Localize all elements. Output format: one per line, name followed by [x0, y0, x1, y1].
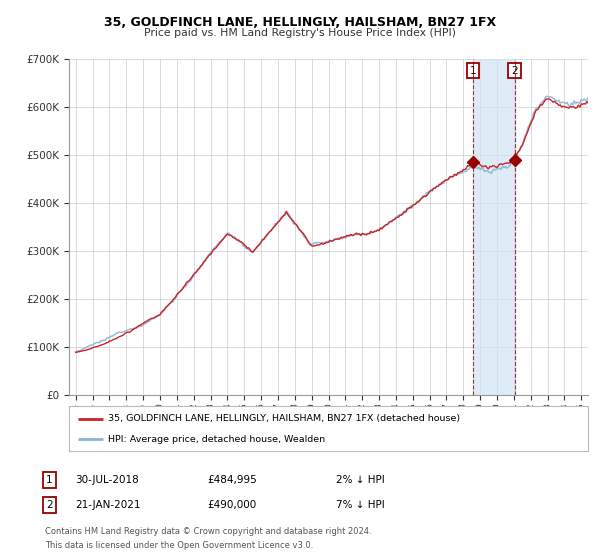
Text: 35, GOLDFINCH LANE, HELLINGLY, HAILSHAM, BN27 1FX (detached house): 35, GOLDFINCH LANE, HELLINGLY, HAILSHAM,…	[108, 414, 460, 423]
Text: 7% ↓ HPI: 7% ↓ HPI	[336, 500, 385, 510]
Text: Contains HM Land Registry data © Crown copyright and database right 2024.: Contains HM Land Registry data © Crown c…	[45, 527, 371, 536]
Text: 35, GOLDFINCH LANE, HELLINGLY, HAILSHAM, BN27 1FX: 35, GOLDFINCH LANE, HELLINGLY, HAILSHAM,…	[104, 16, 496, 29]
Bar	[473, 59, 515, 395]
Text: 21-JAN-2021: 21-JAN-2021	[75, 500, 140, 510]
Text: £490,000: £490,000	[207, 500, 256, 510]
Text: £484,995: £484,995	[207, 475, 257, 485]
Text: 2: 2	[46, 500, 53, 510]
Text: 1: 1	[46, 475, 53, 485]
Text: HPI: Average price, detached house, Wealden: HPI: Average price, detached house, Weal…	[108, 435, 325, 444]
Text: Price paid vs. HM Land Registry's House Price Index (HPI): Price paid vs. HM Land Registry's House …	[144, 28, 456, 38]
Text: 2: 2	[511, 66, 518, 76]
Text: 2% ↓ HPI: 2% ↓ HPI	[336, 475, 385, 485]
Text: 1: 1	[470, 66, 476, 76]
Text: 30-JUL-2018: 30-JUL-2018	[75, 475, 139, 485]
Text: This data is licensed under the Open Government Licence v3.0.: This data is licensed under the Open Gov…	[45, 541, 313, 550]
